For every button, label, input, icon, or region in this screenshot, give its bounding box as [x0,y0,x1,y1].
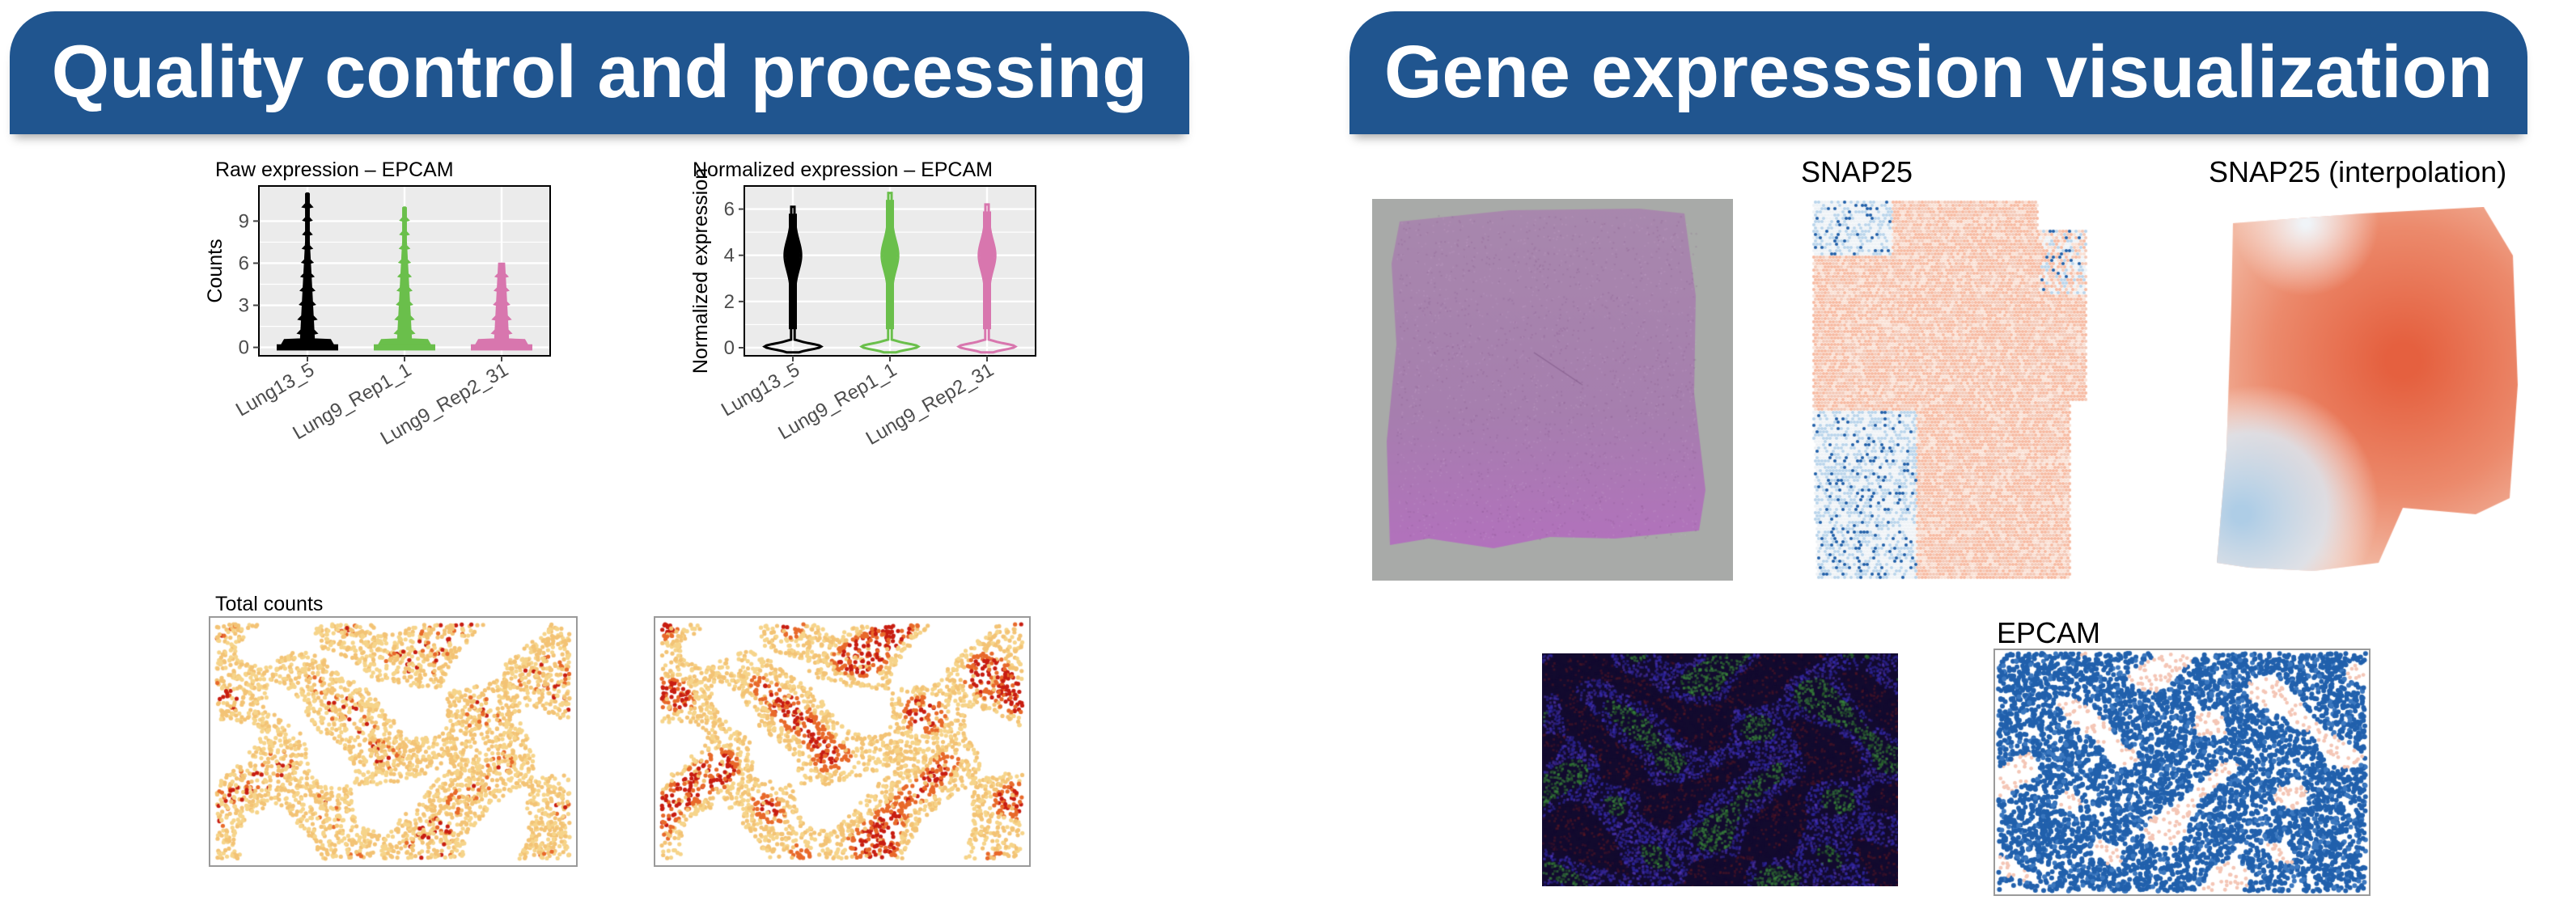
banner-gene-expression-text: Gene expresssion visualization [1383,31,2493,113]
snap25-spot-plot [1796,199,2136,595]
violin-shape [278,192,337,350]
snap25-interpolation-title: SNAP25 (interpolation) [2209,155,2507,188]
violin-base [374,344,435,351]
ytick-label: 3 [239,295,249,317]
normalized-expression-title: Normalized expression – EPCAM [693,158,993,181]
violin-bulge [883,232,897,279]
he-tissue-image [1372,199,1733,581]
xtick-label: Lung13_5 [232,359,318,421]
ytick-label: 4 [724,245,735,267]
epcam-title: EPCAM [1997,616,2101,649]
snap25-title: SNAP25 [1801,155,1913,188]
ytick-label: 0 [239,337,249,359]
ytick-label: 9 [239,210,249,232]
y-axis-label: Normalized expression [689,168,712,374]
ytick-label: 0 [724,337,735,359]
total-counts-spatial-plot [209,616,578,867]
ytick-label: 6 [239,252,249,274]
normalized-counts-spatial-plot [654,616,1031,867]
snap25-interpolation-plot [2217,207,2540,595]
xtick-label: Lung13_5 [718,359,803,421]
violin-base [471,344,532,351]
epcam-spatial-plot [1993,649,2371,896]
violin-Lung13_5 [762,205,824,354]
raw-expression-violin-chart: 0369CountsLung13_5Lung9_Rep1_1Lung9_Rep2… [204,185,551,450]
violin-shape [472,262,531,350]
violin-base [277,344,338,351]
y-axis-label: Counts [204,239,227,302]
ytick-label: 2 [724,291,735,313]
banner-gene-expression: Gene expresssion visualization [1349,11,2527,134]
violin-Lung9_Rep1_1 [859,192,921,354]
ytick-label: 6 [724,199,735,221]
banner-quality-control: Quality control and processing [10,11,1189,134]
violin-Lung9_Rep2_31 [471,262,532,351]
violin-Lung13_5 [277,192,338,351]
violin-Lung9_Rep1_1 [374,206,435,351]
banner-quality-control-text: Quality control and processing [51,31,1148,113]
violin-bulge [786,232,800,279]
violin-Lung9_Rep2_31 [956,203,1018,354]
total-counts-title: Total counts [215,593,324,615]
violin-bulge [980,232,994,279]
fluorescence-image [1542,653,1898,886]
violin-shape [375,206,434,350]
raw-expression-title: Raw expression – EPCAM [215,158,454,181]
